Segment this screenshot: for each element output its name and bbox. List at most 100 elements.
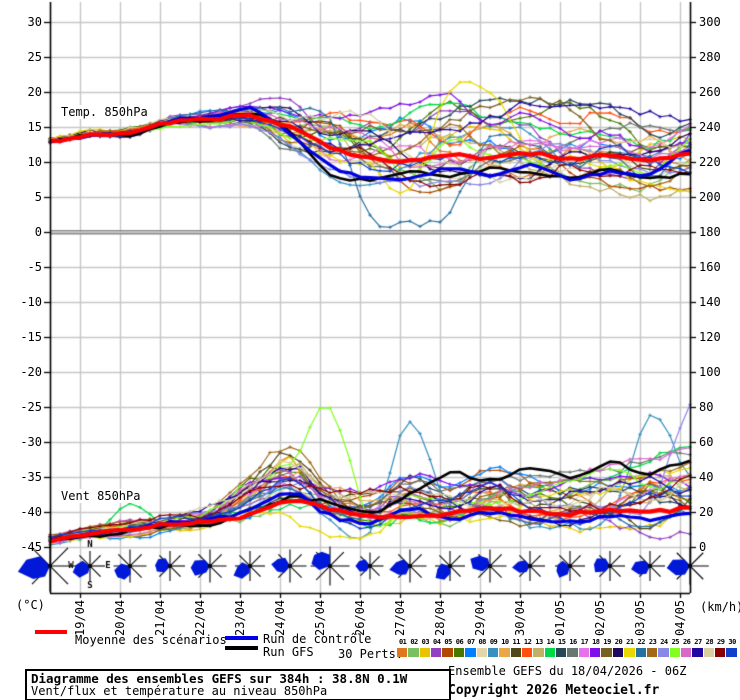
pert-legend-item: 30	[726, 638, 737, 657]
pert-legend-item: 13	[533, 638, 544, 657]
y-left-tick-label: -10	[20, 295, 42, 309]
pert-number: 27	[694, 638, 702, 646]
y-right-tick-label: 180	[699, 225, 721, 239]
pert-number: 07	[467, 638, 475, 646]
y-right-tick-label: 100	[699, 365, 721, 379]
pert-color-swatch	[556, 648, 567, 657]
pert-legend-item: 18	[590, 638, 601, 657]
y-left-tick-label: -30	[20, 435, 42, 449]
pert-number: 20	[614, 638, 623, 646]
temp-section-label: Temp. 850hPa	[60, 105, 149, 119]
pert-color-swatch	[692, 648, 703, 657]
pert-legend-item: 27	[692, 638, 703, 657]
pert-legend-item: 05	[442, 638, 453, 657]
pert-color-swatch	[635, 648, 646, 657]
pert-number: 04	[433, 638, 441, 646]
pert-number: 09	[489, 638, 498, 646]
pert-legend-item: 14	[544, 638, 556, 657]
pert-legend-item: 08	[476, 638, 488, 657]
x-date-label: 04/05	[673, 599, 687, 636]
pert-legend-item: 15	[556, 638, 567, 657]
pert-legend-item: 20	[612, 638, 624, 657]
wind-section-label: Vent 850hPa	[60, 489, 142, 503]
pert-color-swatch	[476, 648, 487, 657]
pert-legend-item: 26	[680, 638, 692, 657]
x-date-label: 19/04	[73, 599, 87, 636]
y-left-unit-label: (°C)	[16, 598, 45, 612]
legend-mean-label: Moyenne des scénarios	[75, 633, 227, 647]
x-date-label: 25/04	[313, 599, 327, 636]
y-right-tick-label: 260	[699, 85, 721, 99]
pert-number: 17	[580, 638, 589, 646]
y-left-tick-label: -35	[20, 470, 42, 484]
pert-color-swatch	[397, 648, 408, 657]
y-right-tick-label: 140	[699, 295, 721, 309]
pert-color-swatch	[680, 648, 692, 657]
pert-color-swatch	[521, 648, 533, 657]
pert-color-swatch	[487, 648, 499, 657]
pert-color-swatch	[499, 648, 510, 657]
legend-control-label: Run de contrôle	[263, 632, 372, 646]
pert-color-swatch	[669, 648, 680, 657]
pert-legend-item: 19	[601, 638, 612, 657]
y-left-tick-label: 10	[27, 155, 42, 169]
mean-line-swatch	[35, 630, 67, 634]
x-date-label: 24/04	[273, 599, 287, 636]
pert-legend-item: 10	[499, 638, 510, 657]
y-right-tick-label: 80	[699, 400, 714, 414]
pert-number: 15	[557, 638, 566, 646]
pert-number: 08	[478, 638, 486, 646]
pert-number: 10	[501, 638, 509, 646]
pert-legend-item: 12	[521, 638, 533, 657]
pert-color-swatch	[442, 648, 453, 657]
x-date-label: 20/04	[113, 599, 127, 636]
pert-legend-item: 11	[510, 638, 522, 657]
pert-color-swatch	[715, 648, 726, 657]
pert-color-swatch	[612, 648, 624, 657]
pert-number: 16	[569, 638, 577, 646]
y-right-tick-label: 120	[699, 330, 721, 344]
y-right-tick-label: 280	[699, 50, 721, 64]
pert-color-swatch	[658, 648, 669, 657]
pert-number: 23	[648, 638, 657, 646]
y-left-tick-label: -15	[20, 330, 42, 344]
x-date-label: 03/05	[633, 599, 647, 636]
pert-legend-item: 17	[578, 638, 590, 657]
chart-title: Diagramme des ensembles GEFS sur 384h : …	[31, 671, 408, 686]
pert-number: 21	[626, 638, 634, 646]
pert-number: 30	[728, 638, 736, 646]
pert-number: 19	[603, 638, 611, 646]
x-date-label: 29/04	[473, 599, 487, 636]
x-date-label: 02/05	[593, 599, 607, 636]
y-left-tick-label: -25	[20, 400, 42, 414]
pert-color-swatch	[465, 648, 476, 657]
x-date-label: 26/04	[353, 599, 367, 636]
y-right-tick-label: 60	[699, 435, 714, 449]
chart-subtitle: Vent/flux et température au niveau 850hP…	[31, 684, 328, 698]
pert-color-swatch	[567, 648, 578, 657]
pert-legend-item: 25	[669, 638, 681, 657]
x-date-label: 30/04	[513, 599, 527, 636]
pert-legend-item: 04	[431, 638, 442, 657]
x-date-label: 01/05	[553, 599, 567, 636]
y-left-tick-label: 20	[27, 85, 42, 99]
pert-legend-item: 21	[624, 638, 635, 657]
pert-number: 03	[421, 638, 430, 646]
y-left-tick-label: -40	[20, 505, 42, 519]
pert-legend-item: 06	[453, 638, 465, 657]
y-left-tick-label: -45	[20, 540, 42, 554]
y-right-tick-label: 20	[699, 505, 714, 519]
y-right-tick-label: 240	[699, 120, 721, 134]
pert-number: 24	[660, 638, 668, 646]
y-left-tick-label: 5	[34, 190, 42, 204]
pert-legend-item: 07	[465, 638, 476, 657]
y-right-tick-label: 220	[699, 155, 721, 169]
x-date-label: 22/04	[193, 599, 207, 636]
pert-legend-item: 23	[646, 638, 658, 657]
pert-legend-item: 16	[567, 638, 578, 657]
chart-info-box: Diagramme des ensembles GEFS sur 384h : …	[25, 669, 451, 700]
x-date-label: 21/04	[153, 599, 167, 636]
x-date-label: 27/04	[393, 599, 407, 636]
pert-number: 26	[682, 638, 691, 646]
